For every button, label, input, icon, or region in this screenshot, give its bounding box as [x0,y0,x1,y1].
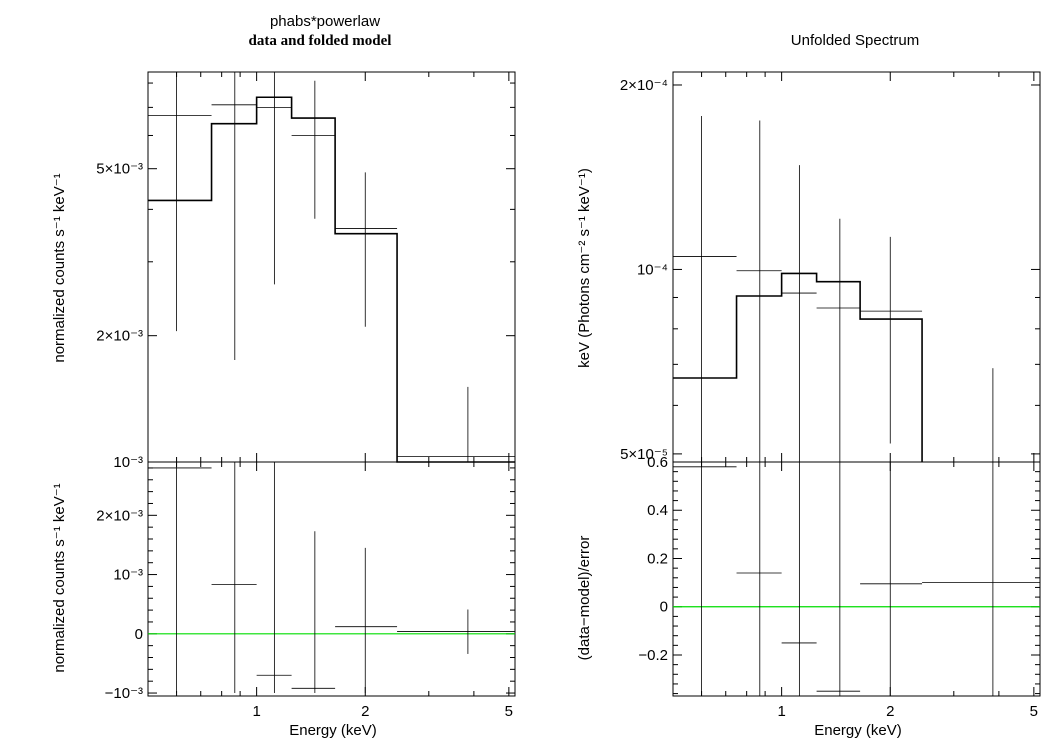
y-tick-label: 10⁻³ [113,454,143,471]
x-tick-label: 5 [505,703,513,720]
y-tick-label: 0 [660,599,668,616]
left-x-axis-label: Energy (keV) [289,722,377,739]
left-bottom-y-axis-label: normalized counts s⁻¹ keV⁻¹ [51,483,68,672]
x-tick-label: 1 [777,703,785,720]
right-title: Unfolded Spectrum [791,32,919,49]
y-tick-label: −10⁻³ [105,685,143,702]
y-tick-label: 0.6 [647,454,668,471]
right-top-y-axis-label: keV (Photons cm⁻² s⁻¹ keV⁻¹) [576,168,593,368]
y-tick-label: 0.2 [647,550,668,567]
left-subtitle: data and folded model [249,33,392,49]
y-tick-label: 0 [135,626,143,643]
panel-right-top: 5×10⁻⁵ 10⁻⁴ 2×10⁻⁴ [620,71,1041,463]
left-top-y-axis-label: normalized counts s⁻¹ keV⁻¹ [51,173,68,362]
y-tick-label: 10⁻³ [113,567,143,584]
x-tick-label: 2 [886,703,894,720]
y-tick-label: 2×10⁻⁴ [620,77,668,94]
plot-frame [672,71,1041,463]
plot-frame [147,71,516,463]
plot-frame [147,461,516,697]
x-tick-label: 1 [252,703,260,720]
panel-left-top: 10⁻³ 2×10⁻³ 5×10⁻³ [96,71,516,471]
panel-left-bottom: 1 2 5 −10⁻³ 0 10⁻³ 2×10⁻³ [96,461,516,720]
y-tick-label: 10⁻⁴ [637,261,668,278]
left-title: phabs*powerlaw [270,13,380,30]
y-tick-label: 5×10⁻³ [96,161,143,178]
y-tick-label: 5×10⁻⁵ [620,446,668,463]
x-tick-label: 2 [361,703,369,720]
right-x-axis-label: Energy (keV) [814,722,902,739]
x-tick-label: 5 [1030,703,1038,720]
right-bottom-y-axis-label: (data−model)/error [576,536,593,661]
plot-frame [672,461,1041,697]
y-tick-label: −0.2 [638,647,668,664]
model-step-line [673,272,923,462]
y-tick-label: 2×10⁻³ [96,507,143,524]
y-tick-label: 0.4 [647,502,668,519]
y-tick-label: 2×10⁻³ [96,328,143,345]
panel-right-bottom: 1 2 5 −0.2 0 0.2 0.4 0.6 [638,454,1041,720]
model-step-line [148,96,515,463]
